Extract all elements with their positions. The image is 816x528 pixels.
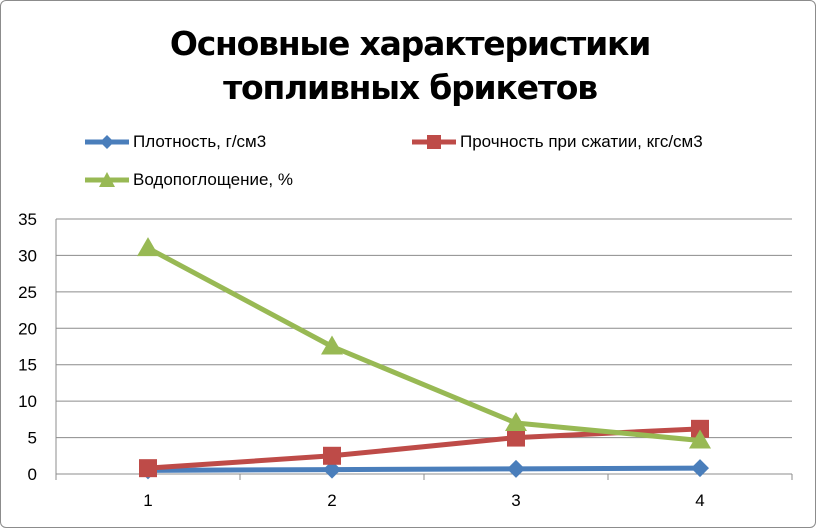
data-point-strength-2	[323, 446, 341, 465]
y-tick-label-5: 5	[28, 429, 37, 448]
x-tick-label-4: 4	[695, 491, 704, 510]
data-point-water-absorption-4	[689, 429, 711, 449]
data-point-water-absorption-3	[505, 412, 527, 431]
legend-label-strength: Прочность при сжатии, кгс/см3	[460, 132, 703, 151]
legend-item-density: Плотность, г/см3	[83, 130, 266, 154]
y-tick-label-20: 20	[18, 319, 37, 338]
y-tick-label-0: 0	[28, 465, 37, 484]
x-tick-label-3: 3	[511, 491, 520, 510]
data-point-strength-1	[139, 459, 157, 478]
series-line-density	[145, 465, 703, 473]
data-point-strength-4	[691, 419, 709, 438]
data-point-density-4	[691, 459, 709, 478]
data-point-strength-3	[507, 428, 525, 447]
legend-swatch-water-absorption	[85, 172, 129, 187]
legend-item-strength: Прочность при сжатии, кгс/см3	[410, 130, 703, 154]
data-point-water-absorption-1	[137, 237, 159, 257]
legend-swatch-density	[85, 135, 129, 149]
y-tick-label-10: 10	[18, 392, 37, 411]
x-tick-label-1: 1	[143, 491, 152, 510]
y-tick-label-15: 15	[18, 356, 37, 375]
data-point-density-2	[323, 460, 341, 479]
data-point-water-absorption-2	[321, 335, 343, 355]
legend-item-water-absorption: Водопоглощение, %	[83, 168, 293, 192]
legend-swatch-strength	[412, 135, 456, 149]
series-line-water-absorption	[145, 245, 703, 443]
y-tick-label-35: 35	[18, 210, 37, 229]
data-point-density-3	[507, 459, 525, 478]
legend-label-water-absorption: Водопоглощение, %	[133, 170, 293, 189]
legend-label-density: Плотность, г/см3	[133, 132, 267, 151]
x-tick-label-2: 2	[327, 491, 336, 510]
y-tick-label-25: 25	[18, 283, 37, 302]
chart-title: Основные характеристики топливных брикет…	[169, 24, 652, 107]
y-tick-label-30: 30	[18, 246, 37, 265]
